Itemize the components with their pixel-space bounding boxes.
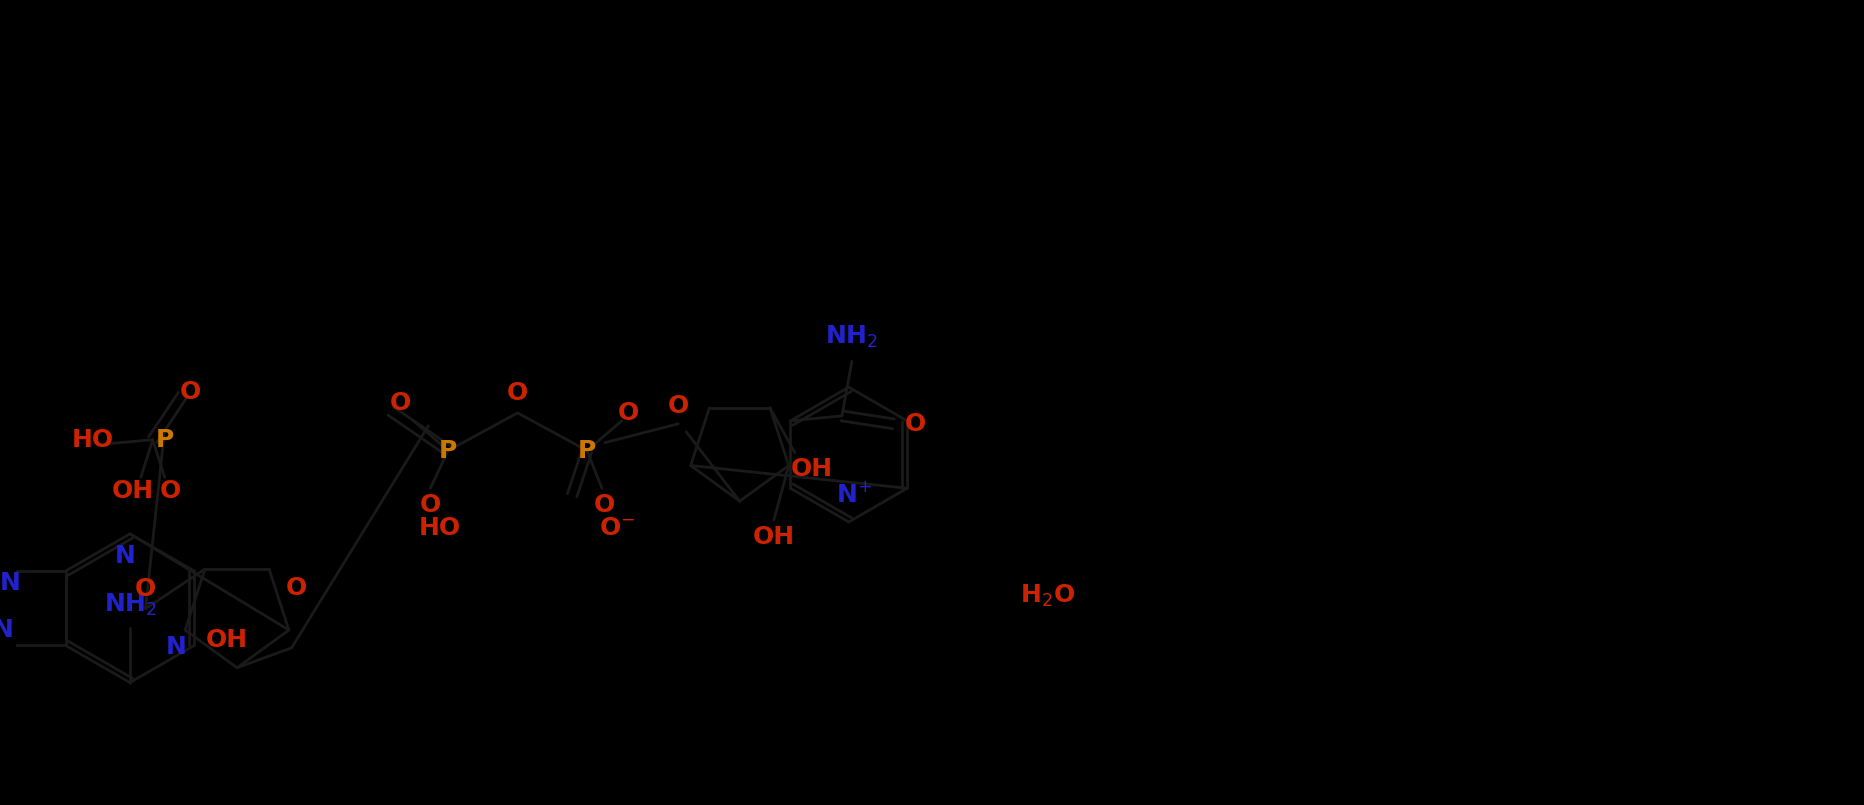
Text: O: O xyxy=(619,401,639,425)
Text: HO: HO xyxy=(419,516,462,540)
Text: P: P xyxy=(578,439,596,463)
Text: O: O xyxy=(419,493,442,517)
Text: N: N xyxy=(166,635,186,659)
Text: OH: OH xyxy=(790,457,833,481)
Text: OH: OH xyxy=(205,628,248,652)
Text: H$_2$O: H$_2$O xyxy=(1020,584,1074,609)
Text: P: P xyxy=(155,427,173,452)
Text: O: O xyxy=(667,394,690,418)
Text: P: P xyxy=(440,439,457,463)
Text: N: N xyxy=(114,543,136,568)
Text: O: O xyxy=(507,381,528,405)
Text: N$^{+}$: N$^{+}$ xyxy=(835,481,872,506)
Text: OH: OH xyxy=(112,479,155,503)
Text: O: O xyxy=(134,577,157,601)
Text: O: O xyxy=(904,412,926,436)
Text: O: O xyxy=(287,576,308,600)
Text: O: O xyxy=(160,479,181,503)
Text: NH$_2$: NH$_2$ xyxy=(104,592,157,618)
Text: N: N xyxy=(0,617,13,642)
Text: NH$_2$: NH$_2$ xyxy=(826,324,878,349)
Text: N: N xyxy=(0,571,21,595)
Text: O: O xyxy=(390,391,412,415)
Text: OH: OH xyxy=(753,525,794,549)
Text: O: O xyxy=(179,380,201,404)
Text: O: O xyxy=(595,493,615,517)
Text: HO: HO xyxy=(73,427,114,452)
Text: O$^{-}$: O$^{-}$ xyxy=(598,516,636,540)
